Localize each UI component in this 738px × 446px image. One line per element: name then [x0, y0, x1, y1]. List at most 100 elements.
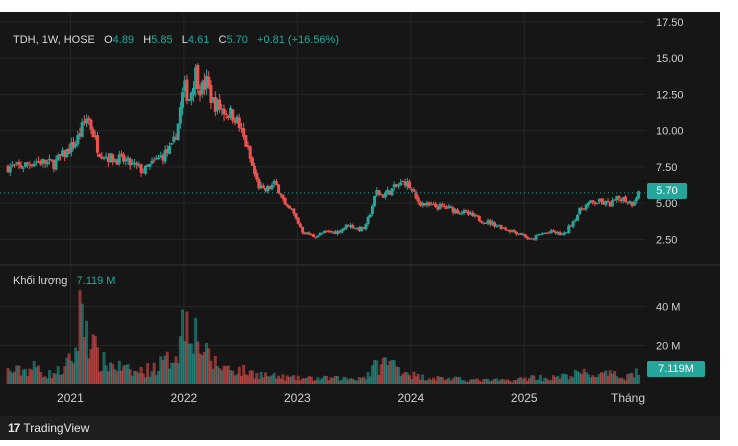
volume-bar — [471, 379, 475, 384]
volume-bar — [501, 379, 505, 384]
candle-body — [451, 207, 455, 213]
candle-body — [442, 206, 446, 208]
volume-bar — [482, 379, 486, 384]
candle-body — [355, 227, 359, 229]
price-tick-label: 15.00 — [656, 53, 684, 65]
candle-body — [39, 161, 43, 165]
volume-bar — [362, 376, 366, 384]
price-tick-label: 5.00 — [656, 198, 677, 210]
candle-body — [390, 188, 394, 196]
volume-bar — [576, 371, 580, 384]
volume-bar — [410, 379, 414, 384]
volume-bar — [442, 380, 446, 384]
volume-bar — [392, 360, 396, 384]
volume-bar — [159, 356, 163, 384]
volume-bar — [89, 348, 93, 384]
volume-bar — [80, 303, 84, 384]
candle-body — [340, 229, 344, 233]
candle-body — [311, 234, 315, 237]
volume-bar — [277, 375, 281, 384]
volume-bar — [56, 365, 60, 384]
candle-body — [82, 121, 86, 123]
candle-body — [325, 230, 329, 232]
candle-body — [368, 214, 372, 218]
volume-bar — [565, 374, 569, 384]
candle-body — [253, 165, 257, 174]
volume-bar — [106, 371, 110, 384]
volume-bar — [23, 368, 27, 384]
candle-body — [165, 149, 169, 153]
volume-bar — [220, 370, 224, 384]
volume-bar — [637, 375, 641, 384]
candle-body — [15, 162, 19, 164]
candle-body — [392, 184, 396, 188]
candle-body — [176, 123, 180, 141]
candle-body — [139, 164, 143, 173]
low-value: 4.61 — [187, 34, 210, 46]
volume-bar — [567, 379, 571, 384]
volume-bar — [117, 360, 121, 384]
candle-body — [634, 197, 638, 202]
candle-body — [187, 99, 191, 101]
candle-body — [32, 163, 36, 167]
candle-body — [91, 129, 95, 138]
candle-body — [198, 90, 202, 96]
volume-bar — [119, 370, 123, 384]
volume-bar — [423, 380, 427, 384]
volume-bar — [202, 351, 206, 384]
candle-body — [200, 81, 204, 95]
volume-bar — [61, 374, 65, 384]
volume-bar — [198, 353, 202, 384]
candle-body — [157, 157, 161, 159]
candle-body — [28, 164, 32, 166]
candle-body — [287, 205, 291, 209]
candle-body — [115, 160, 119, 165]
volume-bar — [466, 381, 470, 384]
volume-bar — [137, 373, 141, 384]
volume-bar — [163, 355, 167, 384]
volume-bar — [562, 373, 566, 384]
chart-canvas[interactable]: 2021 2022 2023 2024 2025 Tháng 17.50 15.00 12.50… — [0, 12, 720, 416]
volume-bar — [383, 357, 387, 384]
candle-body — [143, 165, 147, 174]
candle-body — [283, 197, 287, 205]
candle-body — [54, 159, 58, 170]
tradingview-logo[interactable]: 17 TradingView — [8, 421, 89, 435]
candle-body — [209, 85, 213, 103]
candle-body — [440, 203, 444, 206]
volume-bar — [464, 381, 468, 384]
candle-body — [449, 206, 453, 208]
volume-bar — [187, 343, 191, 384]
volume-bar — [438, 377, 442, 384]
candle-body — [333, 231, 337, 235]
last-price-badge: 5.70 — [647, 183, 687, 199]
symbol-legend: TDH, 1W, HOSE O4.89 H5.85 L4.61 C5.70 +0… — [13, 34, 339, 46]
volume-bar — [130, 375, 134, 384]
candle-body — [135, 163, 139, 166]
candle-body — [8, 166, 12, 173]
volume-bar — [290, 376, 294, 384]
candle-body — [61, 150, 65, 156]
candle-body — [484, 222, 488, 224]
candle-body — [113, 158, 117, 161]
candle-body — [519, 233, 523, 235]
volume-bar — [449, 380, 453, 384]
candle-body — [327, 231, 331, 233]
volume-bar — [246, 375, 250, 384]
candle-body — [584, 204, 588, 210]
volume-bar — [69, 360, 73, 384]
volume-bar — [30, 369, 34, 384]
candle-body — [469, 212, 473, 215]
candle-body — [292, 208, 296, 214]
candle-body — [148, 164, 152, 167]
candle-body — [259, 185, 263, 189]
volume-bar — [314, 380, 318, 384]
candle-body — [235, 116, 239, 124]
candle-body — [183, 80, 187, 92]
volume-bar — [37, 365, 41, 384]
candle-body — [412, 189, 416, 192]
volume-bar — [634, 368, 638, 384]
volume-bar — [229, 370, 233, 384]
volume-bar — [416, 373, 420, 384]
volume-bar — [239, 376, 243, 384]
